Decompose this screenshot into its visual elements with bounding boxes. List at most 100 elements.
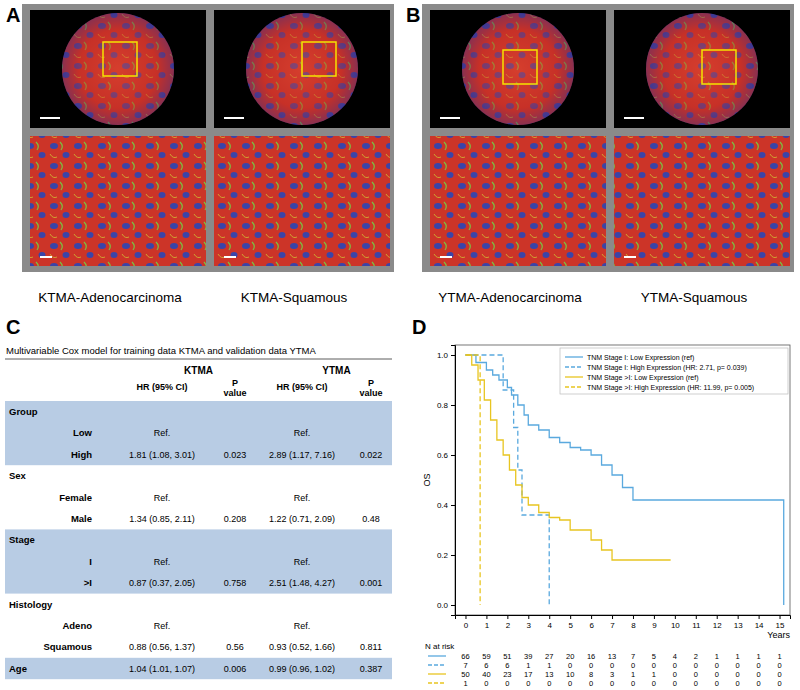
table-cell: 0.001 bbox=[360, 578, 383, 588]
at-risk-count: 51 bbox=[503, 652, 511, 661]
x-tick: 8 bbox=[631, 615, 636, 630]
table-cell: Ref. bbox=[154, 493, 171, 503]
table-cell: Ref. bbox=[154, 557, 171, 567]
x-tick: 0 bbox=[464, 615, 469, 630]
at-risk-count: 23 bbox=[503, 670, 511, 679]
x-tick-mark bbox=[570, 615, 571, 619]
x-tick-label: 15 bbox=[776, 621, 785, 630]
at-risk-count: 0 bbox=[568, 679, 572, 688]
at-risk-count: 7 bbox=[631, 652, 635, 661]
at-risk-count: 17 bbox=[524, 670, 532, 679]
y-tick-label: 0.0 bbox=[437, 601, 449, 610]
tma-image bbox=[30, 10, 206, 266]
legend-label: TNM Stage >I: High Expression (HR: 11.99… bbox=[587, 384, 754, 392]
at-risk-count: 1 bbox=[777, 652, 781, 661]
legend-box bbox=[560, 348, 788, 394]
survival-curve bbox=[465, 355, 480, 605]
at-risk-count: 5 bbox=[652, 652, 656, 661]
y-tick-mark bbox=[451, 455, 455, 456]
table-cell: 0.48 bbox=[362, 514, 380, 524]
at-risk-count: 1 bbox=[547, 661, 551, 670]
table-cell: Ref. bbox=[154, 621, 171, 631]
at-risk-count: 0 bbox=[777, 661, 781, 670]
at-risk-count: 0 bbox=[715, 661, 719, 670]
at-risk-count: 13 bbox=[545, 670, 553, 679]
row-label: Male bbox=[71, 513, 92, 524]
table-cell: 0.56 bbox=[226, 642, 244, 652]
x-tick-mark bbox=[696, 615, 697, 619]
legend-swatch bbox=[565, 356, 583, 357]
y-axis-title: OS bbox=[422, 473, 432, 486]
at-risk-swatch bbox=[428, 682, 446, 683]
x-tick: 10 bbox=[671, 615, 680, 630]
at-risk-count: 0 bbox=[526, 679, 530, 688]
at-risk-count: 10 bbox=[566, 670, 574, 679]
x-tick: 9 bbox=[652, 615, 657, 630]
at-risk-count: 0 bbox=[715, 670, 719, 679]
row-label: Squamous bbox=[43, 641, 92, 652]
y-axis: 0.00.20.40.60.81.0 bbox=[437, 346, 456, 616]
y-tick-mark bbox=[451, 355, 455, 356]
x-tick-mark bbox=[675, 615, 676, 619]
at-risk-count: 0 bbox=[484, 679, 488, 688]
at-risk-count: 0 bbox=[610, 679, 614, 688]
at-risk-count: 1 bbox=[736, 652, 740, 661]
x-tick-label: 8 bbox=[631, 621, 636, 630]
x-tick-label: 9 bbox=[652, 621, 657, 630]
x-tick-mark bbox=[738, 615, 739, 619]
x-tick: 11 bbox=[692, 615, 701, 630]
panel-label: C bbox=[6, 316, 20, 338]
table-cell: Ref. bbox=[294, 428, 311, 438]
table-cell: 1.34 (0.85, 2.11) bbox=[129, 514, 194, 524]
at-risk-count: 0 bbox=[631, 661, 635, 670]
x-tick-label: 6 bbox=[589, 621, 594, 630]
panel-label: D bbox=[412, 316, 426, 338]
at-risk-count: 1 bbox=[652, 670, 656, 679]
survival-curve bbox=[465, 355, 549, 605]
table-title: Multivariable Cox model for training dat… bbox=[6, 345, 316, 356]
y-tick-label: 0.2 bbox=[437, 551, 449, 560]
table-cell: 0.023 bbox=[224, 450, 247, 460]
y-tick-label: 1.0 bbox=[437, 351, 449, 360]
x-tick: 6 bbox=[589, 615, 594, 630]
y-tick-label: 0.6 bbox=[437, 451, 449, 460]
x-tick-mark bbox=[654, 615, 655, 619]
at-risk-count: 2 bbox=[694, 652, 698, 661]
group-label: Histology bbox=[9, 599, 53, 610]
table-cell: 0.811 bbox=[360, 642, 382, 652]
image-caption: KTMA-Squamous bbox=[241, 290, 348, 305]
row-label: Female bbox=[59, 492, 92, 503]
image-frame bbox=[22, 4, 394, 272]
x-tick: 13 bbox=[734, 615, 743, 630]
group-label: Sex bbox=[9, 470, 27, 481]
y-tick: 0.0 bbox=[437, 601, 455, 610]
at-risk-count: 0 bbox=[589, 661, 593, 670]
row-label: Low bbox=[73, 427, 93, 438]
x-tick-mark bbox=[717, 615, 718, 619]
y-tick-mark bbox=[451, 555, 455, 556]
column-subheader: Pvalue bbox=[223, 378, 246, 398]
column-subheader: HR (95% CI) bbox=[136, 382, 187, 392]
row-shading bbox=[5, 401, 392, 465]
x-tick: 1 bbox=[485, 615, 490, 630]
at-risk-title: N at risk bbox=[425, 642, 455, 651]
at-risk-count: 0 bbox=[652, 679, 656, 688]
row-label: High bbox=[71, 449, 92, 460]
at-risk-count: 1 bbox=[526, 661, 530, 670]
at-risk-count: 0 bbox=[673, 679, 677, 688]
x-tick: 2 bbox=[506, 615, 511, 630]
column-subheader: HR (95% CI) bbox=[276, 382, 327, 392]
at-risk-count: 40 bbox=[482, 670, 490, 679]
row-shading bbox=[5, 658, 392, 679]
x-tick-label: 12 bbox=[713, 621, 722, 630]
table-cell: Ref. bbox=[154, 428, 171, 438]
at-risk-count: 0 bbox=[757, 670, 761, 679]
table-cell: 0.93 (0.52, 1.66) bbox=[269, 642, 335, 652]
x-tick: 3 bbox=[527, 615, 532, 630]
plot-frame bbox=[455, 345, 790, 615]
at-risk-count: 39 bbox=[524, 652, 532, 661]
y-tick: 0.4 bbox=[437, 501, 455, 510]
image-frame bbox=[422, 4, 794, 272]
x-tick-label: 5 bbox=[568, 621, 573, 630]
row-label: Adeno bbox=[62, 620, 92, 631]
